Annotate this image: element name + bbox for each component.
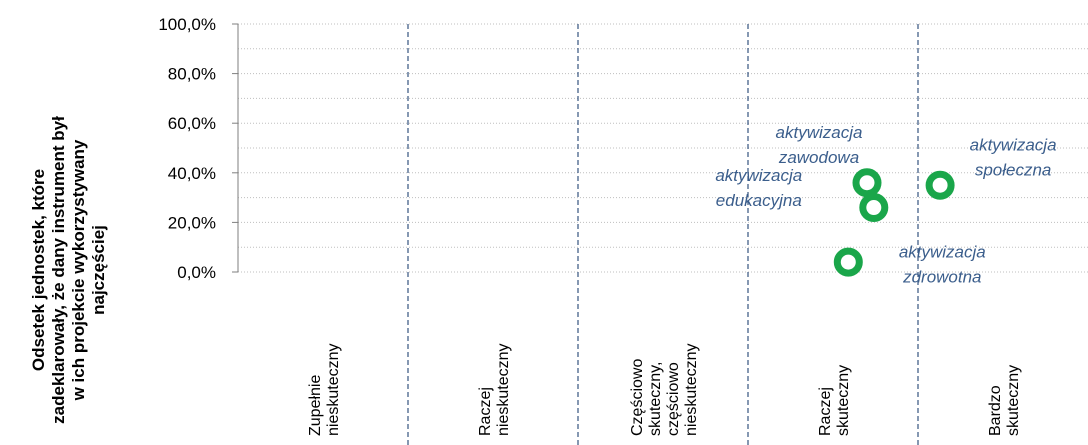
x-category-label-line: Raczej (477, 387, 494, 436)
data-point (833, 247, 863, 277)
x-category-label-line: nieskuteczny (683, 344, 700, 437)
point-label: zawodowa (778, 148, 859, 167)
point-label: aktywizacja (970, 136, 1057, 155)
x-category-label: Bardzo skuteczny (987, 365, 1022, 436)
x-category-label: Raczej nieskuteczny (477, 344, 512, 437)
point-label: edukacyjna (716, 191, 802, 210)
x-category-label-line: Raczej (817, 387, 834, 436)
x-category-label-line: nieskuteczny (325, 344, 342, 437)
y-tick-label: 80,0% (168, 65, 216, 84)
x-category-label: Zupełnie nieskuteczny (307, 344, 342, 437)
x-category-label-line: skuteczny, (647, 362, 664, 436)
x-category-label-line: Zupełnie (307, 375, 324, 436)
x-category-label-line: Bardzo (987, 385, 1004, 436)
x-category-label-line: Częściowo (629, 359, 646, 436)
point-label: aktywizacja (899, 243, 986, 262)
point-label: zdrowotna (902, 268, 981, 287)
y-tick-label: 0,0% (177, 263, 216, 282)
y-tick-label: 20,0% (168, 213, 216, 232)
y-axis-title: Odsetek jednostek, którezadeklarowały, ż… (29, 116, 108, 424)
point-label: aktywizacja (715, 166, 802, 185)
y-tick-label: 60,0% (168, 114, 216, 133)
point-label: społeczna (975, 161, 1052, 180)
y-tick-label: 100,0% (158, 15, 216, 34)
data-point (852, 168, 882, 198)
point-label: aktywizacja (776, 123, 863, 142)
x-category-label-line: skuteczny (1005, 365, 1022, 436)
x-category-label-line: częściowo (665, 362, 682, 436)
x-category-label: Raczej skuteczny (817, 365, 852, 436)
x-category-label: Częściowo skuteczny, częściowo nieskuteczny (629, 344, 700, 437)
x-category-label-line: nieskuteczny (495, 344, 512, 437)
data-point (925, 170, 955, 200)
data-point (859, 193, 889, 223)
x-category-label-line: skuteczny (835, 365, 852, 436)
y-tick-label: 40,0% (168, 164, 216, 183)
